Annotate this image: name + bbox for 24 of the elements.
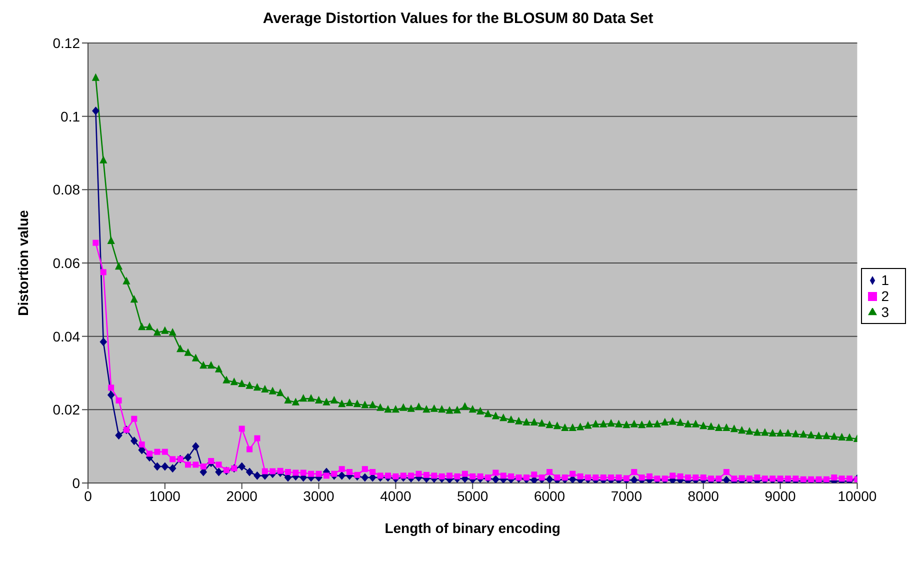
legend-label: 1 [881,272,889,288]
x-tick-label: 4000 [380,488,412,504]
legend-label: 2 [881,288,889,304]
y-tick-label: 0.12 [52,34,80,51]
x-tick-label: 10000 [838,488,877,504]
legend-label: 3 [881,304,889,320]
y-tick-label: 0.04 [52,328,80,344]
y-tick-label: 0 [72,474,80,491]
y-axis-title: Distortion value [14,210,31,316]
x-tick-label: 8000 [688,488,720,504]
y-tick-label: 0.1 [60,108,80,124]
x-tick-label: 0 [84,488,92,504]
x-tick-label: 5000 [457,488,488,504]
x-tick-label: 1000 [149,488,181,504]
x-axis-title: Length of binary encoding [384,520,560,536]
y-tick-label: 0.06 [52,254,80,271]
x-tick-label: 3000 [303,488,335,504]
x-tick-label: 7000 [610,488,642,504]
y-tick-label: 0.02 [52,402,80,418]
x-tick-label: 6000 [534,488,566,504]
chart-title: Average Distortion Values for the BLOSUM 80 Data Set [262,10,654,27]
x-tick-label: 9000 [764,488,796,504]
x-tick-label: 2000 [226,488,258,504]
y-tick-label: 0.08 [52,182,80,198]
